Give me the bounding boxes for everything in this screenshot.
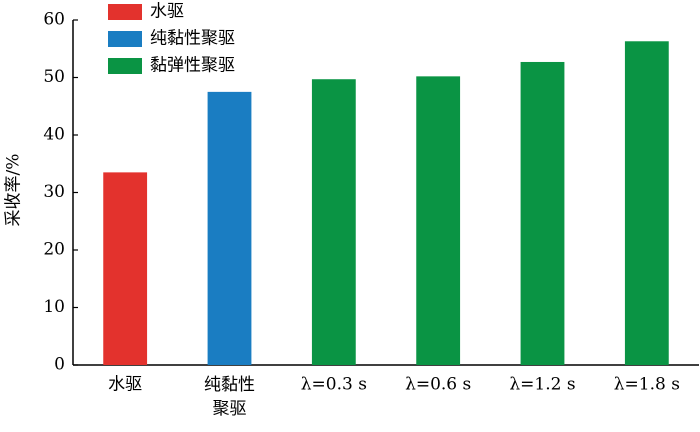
bar <box>416 76 461 365</box>
x-tick-label: λ=0.6 s <box>405 375 471 395</box>
legend-swatch <box>108 4 142 20</box>
y-tick-label: 30 <box>43 182 65 202</box>
legend-label: 纯黏性聚驱 <box>150 29 235 49</box>
x-tick-label: 纯黏性聚驱 <box>204 375 255 419</box>
bar <box>207 91 252 365</box>
y-tick-label: 20 <box>43 240 65 260</box>
y-axis-label: 采收率/% <box>4 154 24 227</box>
y-tick-label: 50 <box>43 67 65 87</box>
legend-label: 水驱 <box>150 2 184 22</box>
legend-swatch <box>108 58 142 74</box>
bar <box>103 172 148 365</box>
legend-label: 黏弹性聚驱 <box>150 56 235 76</box>
bar <box>520 61 565 365</box>
x-tick-label: λ=1.2 s <box>509 375 575 395</box>
y-tick-label: 60 <box>43 10 65 30</box>
legend-swatch <box>108 31 142 47</box>
y-tick-label: 10 <box>43 297 65 317</box>
bar <box>311 79 356 365</box>
y-tick-label: 0 <box>54 355 65 375</box>
x-tick-label: λ=0.3 s <box>301 375 367 395</box>
x-tick-label: 水驱 <box>108 375 142 395</box>
x-tick-label: λ=1.8 s <box>614 375 680 395</box>
y-tick-label: 40 <box>43 125 65 145</box>
bar <box>624 41 669 366</box>
